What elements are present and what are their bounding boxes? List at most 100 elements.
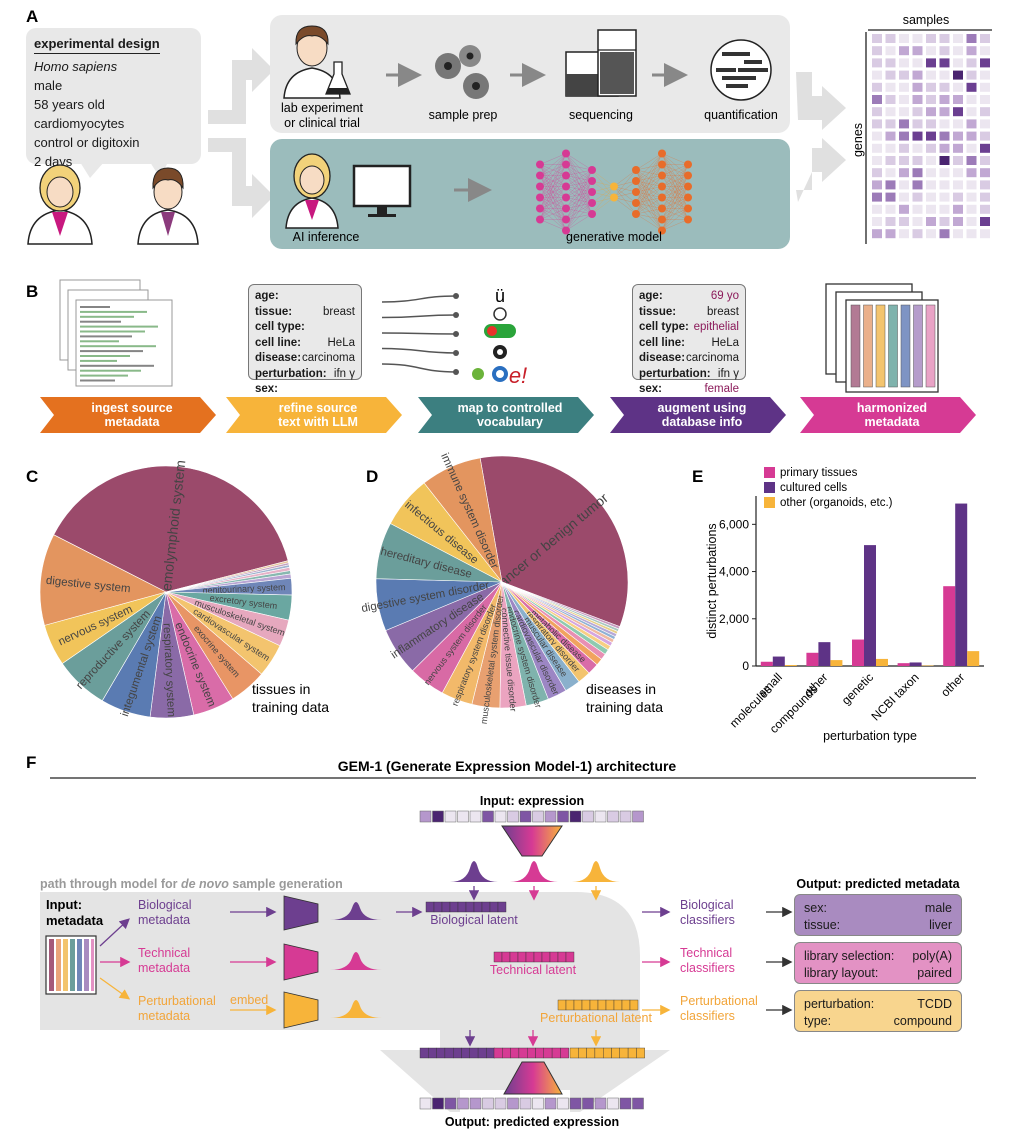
latent-cell	[493, 951, 503, 963]
heatmap-cell	[885, 168, 896, 178]
expression-cell	[544, 1097, 557, 1110]
diseases-caption-1: diseases in	[586, 681, 656, 697]
pert-meta-2: metadata	[138, 1009, 190, 1023]
heatmap-cell	[899, 168, 909, 178]
heatmap-cell	[953, 70, 963, 80]
concat-cell	[527, 1047, 536, 1059]
heatmap-cell	[980, 58, 990, 68]
heatmap-cell	[953, 143, 963, 153]
pert-class-1: Perturbational	[680, 994, 758, 1008]
expression-cell	[469, 1097, 482, 1110]
heatmap-cell	[912, 46, 923, 56]
heatmap-cell	[953, 168, 963, 178]
concat-cell	[486, 1047, 495, 1059]
latent-cell	[605, 999, 615, 1011]
heatmap-cell	[939, 70, 950, 80]
tech-encoder	[283, 943, 319, 981]
x-tick-label: NCBI taxon	[868, 670, 921, 723]
concat-cell	[611, 1047, 621, 1059]
input-expression-label: Input: expression	[480, 794, 584, 808]
heatmap-cell	[899, 107, 909, 117]
heatmap-cell	[980, 119, 990, 129]
heatmap-cell	[926, 107, 936, 117]
arrow-lab-heatmap	[796, 72, 846, 130]
heatmap-cell	[926, 180, 936, 190]
expression-cell	[632, 810, 644, 823]
logo-circle-icon	[493, 307, 507, 321]
heatmap-cell	[885, 34, 896, 43]
heatmap-cell	[899, 34, 909, 43]
tech-distribution	[330, 952, 382, 970]
expression-cell	[457, 1097, 469, 1110]
heatmap-cell	[872, 180, 882, 190]
pipeline-step3-label-1: map to controlled	[458, 401, 563, 415]
heatmap-cell	[926, 46, 936, 56]
out-libsel-key: library selection:	[804, 949, 895, 963]
meta-value: HeLa	[327, 336, 356, 349]
heatmap-cell	[966, 107, 977, 117]
meta-field-0: age:	[255, 289, 355, 305]
pipeline-step4	[610, 397, 786, 433]
pipeline-step2-label-1: refine source	[279, 401, 358, 415]
bar	[897, 663, 910, 666]
meta-key: cell line:	[639, 336, 686, 349]
heatmap-cell	[939, 217, 950, 226]
x-tick-label: molecules	[727, 682, 775, 730]
heatmap-cell	[980, 70, 990, 80]
pipeline-step3-label-2: vocabulary	[477, 415, 543, 429]
bio-distribution	[330, 902, 382, 920]
heatmap-cell	[926, 217, 936, 226]
concat-cell	[510, 1047, 520, 1059]
out-tissue-key: tissue:	[804, 918, 841, 932]
heatmap-cell	[872, 46, 882, 56]
meta-key: age:	[255, 290, 279, 302]
heatmap-cell	[980, 107, 990, 117]
ai-inference-label: AI inference	[293, 230, 360, 244]
meta-value: female	[704, 383, 739, 395]
heatmap-cell	[872, 34, 882, 43]
heatmap-cell	[872, 192, 882, 202]
latent-cell	[573, 999, 583, 1011]
latent-cell	[441, 901, 451, 913]
heatmap-cell	[926, 156, 936, 165]
legend-label: cultured cells	[780, 482, 847, 494]
latent-cell	[465, 901, 475, 913]
heatmap-cell	[872, 131, 882, 141]
heatmap-cell	[872, 58, 882, 68]
heatmap-cell	[939, 95, 950, 104]
latent-cell	[549, 951, 559, 963]
heatmap-cell	[926, 229, 936, 239]
out-liblay-value: paired	[917, 966, 952, 980]
speech-tail-left	[80, 162, 104, 178]
meta-field-6: sex: female	[639, 382, 739, 398]
heatmap-cell	[885, 156, 896, 165]
latent-cell	[433, 901, 443, 913]
expression-cell	[557, 1097, 569, 1110]
expression-cell	[607, 1097, 619, 1110]
out-pert-key: perturbation:	[804, 997, 875, 1011]
concat-cell	[444, 1047, 454, 1059]
meta-key: tissue:	[255, 305, 293, 318]
heatmap-cell	[939, 82, 950, 92]
y-tick-label: 2,000	[719, 612, 749, 626]
meta-key: disease:	[639, 352, 686, 364]
latent-cell	[581, 999, 591, 1011]
meta-value: ifn γ	[333, 367, 355, 380]
heatmap-cell	[966, 34, 977, 43]
heatmap-cell	[899, 119, 909, 129]
logo-toggle-knob	[487, 326, 497, 336]
pipeline-step1-label-2: metadata	[105, 415, 161, 429]
tissues-pie-chart: hemolymphoid system genitourinary systeme…	[39, 459, 293, 719]
meta-value: carcinoma	[685, 352, 739, 364]
heatmap-cell	[966, 95, 977, 104]
heatmap-cell	[926, 70, 936, 80]
pert-distribution	[330, 1000, 382, 1018]
tech-latent-label: Technical latent	[490, 963, 577, 977]
heatmap-cell	[885, 131, 896, 141]
samples-label: samples	[903, 13, 950, 27]
latent-cell	[481, 901, 491, 913]
heatmap-cell	[872, 204, 882, 214]
heatmap-cell	[939, 143, 950, 153]
